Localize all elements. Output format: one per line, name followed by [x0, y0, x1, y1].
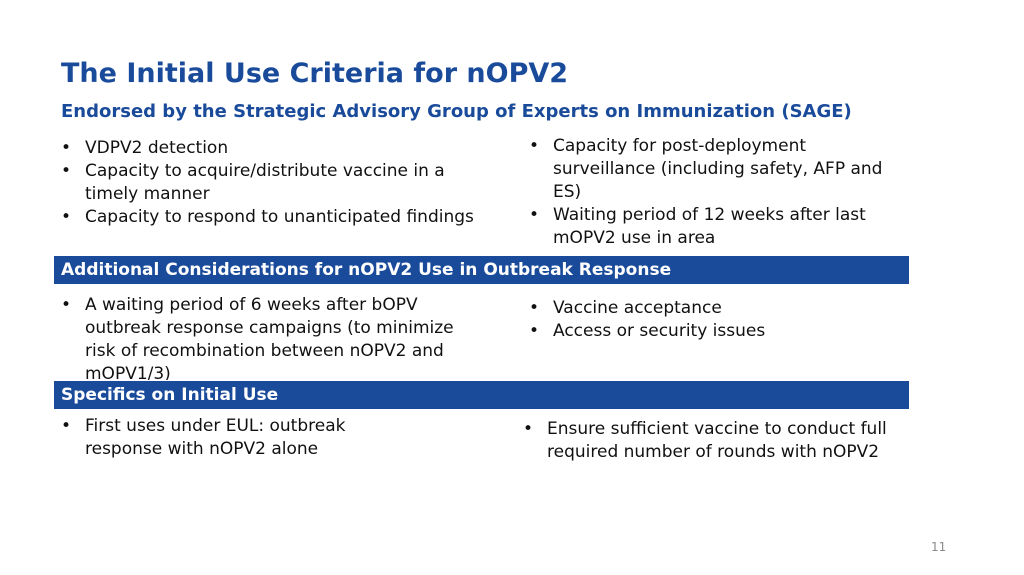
slide-subtitle: Endorsed by the Strategic Advisory Group… [61, 101, 852, 122]
specifics-header: Specifics on Initial Use [54, 381, 909, 409]
list-item: VDPV2 detection [61, 137, 506, 160]
additional-left-list: A waiting period of 6 weeks after bOPV o… [61, 294, 481, 380]
list-item: Capacity for post-deployment surveillanc… [529, 135, 909, 204]
additional-right-list: Vaccine acceptance Access or security is… [529, 297, 909, 343]
list-item: Capacity to acquire/distribute vaccine i… [61, 160, 475, 206]
list-item: First uses under EUL: outbreak response … [61, 415, 381, 461]
criteria-left-list: VDPV2 detection Capacity to acquire/dist… [61, 137, 506, 229]
specifics-left-list: First uses under EUL: outbreak response … [61, 415, 381, 461]
list-item: Capacity to respond to unanticipated fin… [61, 206, 506, 229]
criteria-right-list: Capacity for post-deployment surveillanc… [529, 135, 909, 250]
list-item: Waiting period of 12 weeks after last mO… [529, 204, 903, 250]
list-item: Vaccine acceptance [529, 297, 909, 320]
list-item: A waiting period of 6 weeks after bOPV o… [61, 294, 481, 380]
page-number: 11 [931, 540, 947, 554]
list-item: Ensure sufficient vaccine to conduct ful… [523, 418, 913, 464]
specifics-right-list: Ensure sufficient vaccine to conduct ful… [523, 418, 913, 464]
additional-left-clip: A waiting period of 6 weeks after bOPV o… [61, 284, 501, 380]
slide-title: The Initial Use Criteria for nOPV2 [61, 58, 569, 89]
list-item: Access or security issues [529, 320, 909, 343]
additional-considerations-header: Additional Considerations for nOPV2 Use … [54, 256, 909, 284]
